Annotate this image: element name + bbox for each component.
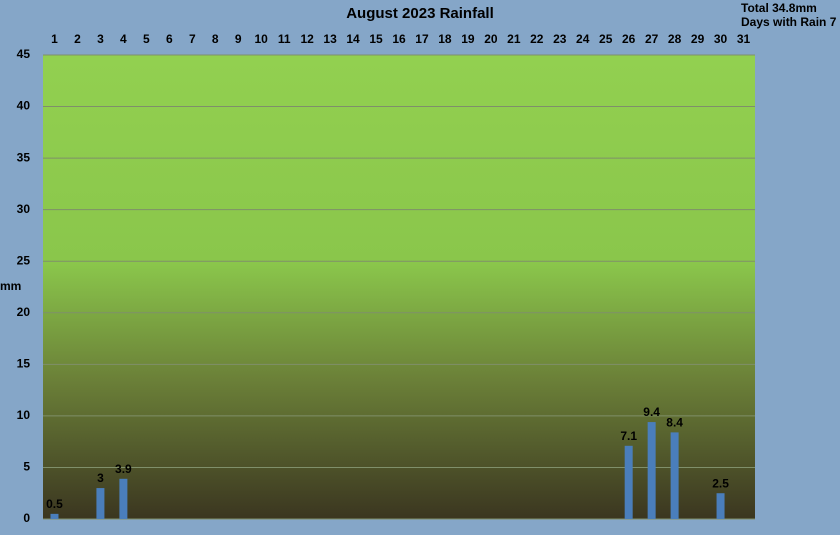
x-tick-label: 27 [645, 32, 659, 46]
data-label: 0.5 [46, 497, 63, 511]
bar [50, 513, 59, 519]
y-axis-label: mm [0, 279, 21, 293]
x-tick-label: 9 [235, 32, 242, 46]
y-tick-label: 10 [17, 408, 31, 422]
x-tick-label: 30 [714, 32, 728, 46]
x-tick-label: 16 [392, 32, 406, 46]
y-tick-label: 20 [17, 305, 31, 319]
bar [670, 432, 679, 519]
bar [96, 488, 105, 519]
x-tick-label: 29 [691, 32, 705, 46]
data-label: 3 [97, 471, 104, 485]
data-label: 2.5 [712, 476, 729, 490]
x-tick-label: 23 [553, 32, 567, 46]
plot-area [43, 55, 755, 519]
x-tick-label: 19 [461, 32, 475, 46]
x-tick-label: 1 [51, 32, 58, 46]
y-tick-label: 0 [23, 511, 30, 525]
x-tick-label: 20 [484, 32, 498, 46]
x-tick-label: 4 [120, 32, 127, 46]
x-tick-label: 5 [143, 32, 150, 46]
bar [716, 493, 725, 519]
data-label: 7.1 [620, 429, 637, 443]
bar [647, 422, 656, 519]
chart-title: August 2023 Rainfall [346, 5, 494, 22]
x-tick-label: 17 [415, 32, 429, 46]
x-tick-label: 11 [278, 32, 291, 46]
x-tick-label: 31 [737, 32, 751, 46]
x-tick-label: 10 [255, 32, 269, 46]
x-tick-label: 28 [668, 32, 682, 46]
bar [119, 478, 128, 519]
y-tick-label: 35 [17, 150, 31, 164]
y-tick-label: 45 [17, 47, 31, 61]
x-tick-label: 14 [346, 32, 360, 46]
x-tick-label: 25 [599, 32, 613, 46]
y-tick-label: 30 [17, 202, 31, 216]
x-tick-label: 24 [576, 32, 590, 46]
x-tick-label: 6 [166, 32, 173, 46]
x-tick-label: 8 [212, 32, 219, 46]
x-tick-label: 2 [74, 32, 81, 46]
data-label: 9.4 [643, 405, 660, 419]
y-tick-label: 5 [23, 460, 30, 474]
data-label: 8.4 [666, 416, 683, 430]
x-tick-label: 12 [300, 32, 314, 46]
y-tick-label: 15 [17, 357, 31, 371]
bar [624, 445, 633, 519]
y-tick-label: 25 [17, 253, 31, 267]
annotation: Total 34.8mm [741, 1, 817, 15]
x-tick-label: 13 [323, 32, 337, 46]
x-tick-label: 22 [530, 32, 544, 46]
x-tick-label: 7 [189, 32, 196, 46]
y-tick-label: 40 [17, 99, 31, 113]
x-tick-label: 15 [369, 32, 383, 46]
x-tick-label: 3 [97, 32, 104, 46]
x-tick-label: 26 [622, 32, 636, 46]
data-label: 3.9 [115, 462, 132, 476]
x-tick-label: 18 [438, 32, 452, 46]
annotation: Days with Rain 7 [741, 15, 837, 29]
x-tick-label: 21 [507, 32, 521, 46]
